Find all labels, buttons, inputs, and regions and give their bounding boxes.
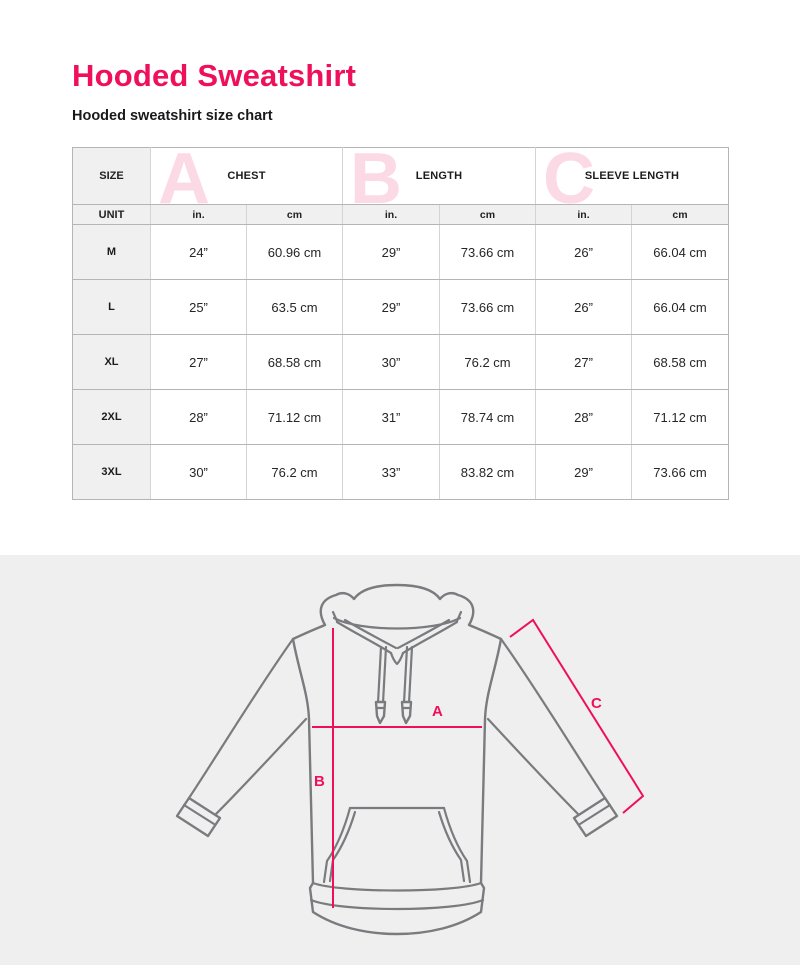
measurement-value-cell: 30” [342,334,440,390]
hoodie-diagram: A B C [175,583,645,936]
measurement-value-cell: 73.66 cm [631,444,730,500]
table-row: XL 27” 68.58 cm 30” 76.2 cm 27” 68.58 cm [72,334,730,390]
size-label-cell: XL [72,334,151,390]
measurement-value-cell: 28” [150,389,247,445]
unit-label: cm [438,204,537,225]
size-column-header: SIZE [72,147,151,205]
measurement-value-cell: 27” [535,334,633,390]
measure-b-label: B [314,773,325,790]
measurement-value-cell: 71.12 cm [246,389,343,445]
size-label-cell: M [72,224,151,280]
hoodie-body [291,583,503,936]
measurement-value-cell: 25” [150,279,247,335]
chest-group-label: CHEST [227,170,266,182]
length-group-label: LENGTH [415,170,463,182]
measurement-value-cell: 60.96 cm [246,224,343,280]
size-chart-table: SIZE A CHEST B LENGTH C SLEEVE LENGTH [72,143,730,500]
table-header-row: SIZE A CHEST B LENGTH C SLEEVE LENGTH [72,143,730,215]
measurement-value-cell: 29” [342,224,440,280]
measurement-value-cell: 30” [150,444,247,500]
table-row: M 24” 60.96 cm 29” 73.66 cm 26” 66.04 cm [72,224,730,280]
unit-label: in. [150,204,247,225]
unit-row-header: UNIT [72,204,151,225]
measurement-lines: A B C [312,618,645,908]
right-cuff [572,796,619,838]
chest-group-header: A CHEST [150,143,343,215]
measurement-value-cell: 76.2 cm [246,444,343,500]
measurement-value-cell: 28” [535,389,633,445]
measurement-value-cell: 26” [535,224,633,280]
measurement-value-cell: 31” [342,389,440,445]
measurement-value-cell: 68.58 cm [246,334,343,390]
size-table-head-body: SIZE A CHEST B LENGTH C SLEEVE LENGTH [72,143,730,225]
left-cuff [175,796,222,838]
size-table-body: M 24” 60.96 cm 29” 73.66 cm 26” 66.04 cm L 25” 63… [72,224,730,500]
measurement-value-cell: 66.04 cm [631,224,730,280]
table-row: 3XL 30” 76.2 cm 33” 83.82 cm 29” 73.66 cm [72,444,730,500]
page-title: Hooded Sweatshirt [72,58,357,93]
left-sleeve [175,637,308,838]
measurement-value-cell: 73.66 cm [438,279,537,335]
measurement-value-cell: 71.12 cm [631,389,730,445]
drawstrings [374,645,414,725]
hem-band [309,881,485,911]
measurement-value-cell: 26” [535,279,633,335]
measurement-value-cell: 66.04 cm [631,279,730,335]
right-sleeve [486,637,619,838]
size-label-cell: L [72,279,151,335]
measurement-value-cell: 29” [535,444,633,500]
unit-row: UNIT in. cm in. cm in. cm [72,204,730,225]
unit-label: cm [246,204,343,225]
hoodie-diagram-section: A B C [0,555,800,965]
measure-a-label: A [432,703,443,720]
measure-c-label: C [591,695,602,712]
measurement-value-cell: 29” [342,279,440,335]
size-label-cell: 2XL [72,389,151,445]
measurement-value-cell: 76.2 cm [438,334,537,390]
page-subtitle: Hooded sweatshirt size chart [72,108,273,124]
table-row: L 25” 63.5 cm 29” 73.66 cm 26” 66.04 cm [72,279,730,335]
measure-c-line [509,618,645,814]
measurement-value-cell: 83.82 cm [438,444,537,500]
measurement-value-cell: 33” [342,444,440,500]
measurement-value-cell: 78.74 cm [438,389,537,445]
size-label-cell: 3XL [72,444,151,500]
unit-label: in. [342,204,440,225]
measurement-value-cell: 73.66 cm [438,224,537,280]
sleeve-length-group-label: SLEEVE LENGTH [584,170,680,182]
measurement-value-cell: 68.58 cm [631,334,730,390]
sleeve-length-group-header: C SLEEVE LENGTH [535,143,730,215]
measurement-value-cell: 24” [150,224,247,280]
unit-label: in. [535,204,633,225]
length-group-header: B LENGTH [341,143,537,215]
table-row: 2XL 28” 71.12 cm 31” 78.74 cm 28” 71.12 cm [72,389,730,445]
unit-label: cm [631,204,730,225]
measurement-value-cell: 27” [150,334,247,390]
measurement-value-cell: 63.5 cm [246,279,343,335]
